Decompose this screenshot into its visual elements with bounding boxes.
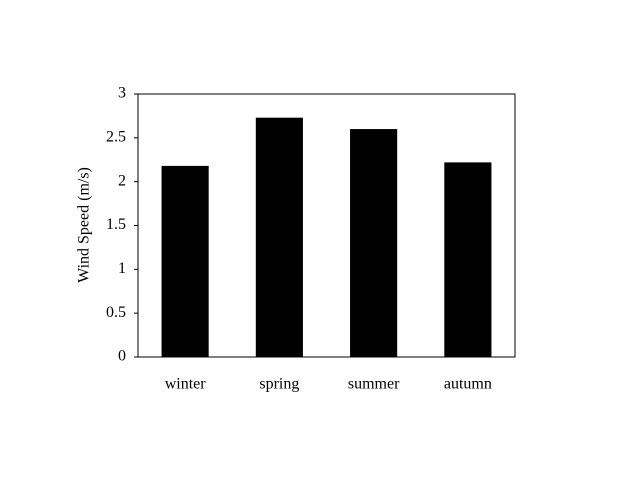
x-tick-label: winter <box>165 376 207 393</box>
y-tick-label: 3 <box>118 85 126 102</box>
y-tick-label: 1.5 <box>106 216 126 233</box>
y-axis-label: Wind Speed (m/s) <box>76 167 93 283</box>
bar <box>350 129 398 357</box>
y-tick-label: 1 <box>118 260 126 277</box>
bar <box>444 162 492 357</box>
y-tick-label: 2.5 <box>106 129 126 146</box>
y-tick-label: 0.5 <box>106 304 126 321</box>
x-tick-label: spring <box>259 376 299 393</box>
x-tick-label: autumn <box>444 376 492 393</box>
x-tick-label: summer <box>348 376 400 393</box>
y-tick-label: 0 <box>118 348 126 365</box>
plot-frame <box>137 93 516 358</box>
bar <box>255 117 303 357</box>
bar <box>161 165 209 357</box>
y-tick-label: 2 <box>118 172 126 189</box>
